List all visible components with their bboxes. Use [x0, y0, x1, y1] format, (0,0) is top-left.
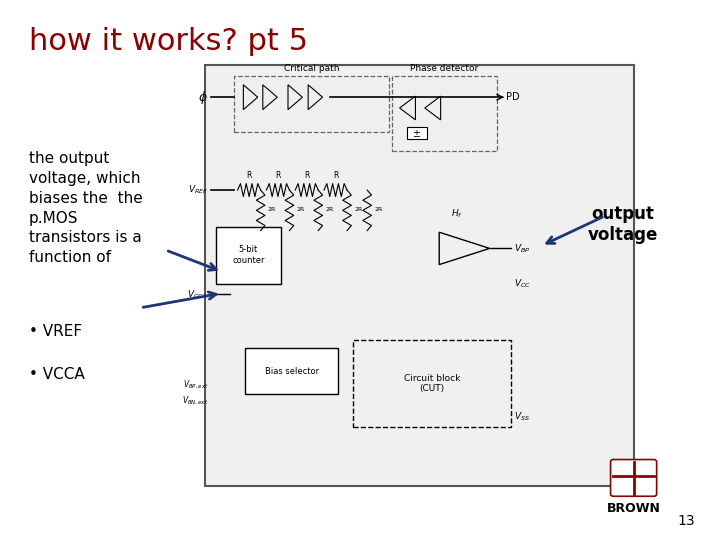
Text: 2R: 2R [325, 207, 333, 212]
Text: $\pm$: $\pm$ [413, 128, 421, 139]
Text: • VCCA: • VCCA [29, 367, 84, 382]
Text: output
voltage: output voltage [588, 205, 658, 244]
Text: R: R [333, 171, 338, 180]
Text: Critical path: Critical path [284, 64, 339, 73]
Text: 2R: 2R [354, 207, 362, 212]
Text: 2R: 2R [374, 207, 382, 212]
FancyBboxPatch shape [611, 460, 657, 496]
Text: $V_{CCA}$: $V_{CCA}$ [187, 288, 208, 301]
Text: $V_{BP,ext}$: $V_{BP,ext}$ [183, 379, 208, 390]
Text: 5-bit
counter: 5-bit counter [232, 246, 265, 265]
FancyBboxPatch shape [407, 127, 427, 139]
Text: $H_f$: $H_f$ [451, 207, 463, 219]
Text: BROWN: BROWN [607, 502, 660, 515]
FancyBboxPatch shape [234, 76, 389, 132]
Text: $\phi$: $\phi$ [198, 89, 208, 106]
Text: $V_{SS}$: $V_{SS}$ [514, 410, 530, 423]
Text: the output
voltage, which
biases the  the
p.MOS
transistors is a
function of: the output voltage, which biases the the… [29, 151, 143, 265]
Text: • VREF: • VREF [29, 324, 82, 339]
Text: how it works? pt 5: how it works? pt 5 [29, 27, 308, 56]
Text: 2R: 2R [297, 207, 305, 212]
FancyBboxPatch shape [205, 65, 634, 486]
Text: R: R [304, 171, 310, 180]
Text: $V_{REF}$: $V_{REF}$ [188, 184, 208, 197]
Text: 13: 13 [678, 514, 695, 528]
Text: Bias selector: Bias selector [264, 367, 319, 376]
FancyBboxPatch shape [392, 76, 497, 151]
Text: Circuit block
(CUT): Circuit block (CUT) [404, 374, 460, 393]
Text: PD: PD [506, 92, 520, 102]
Text: $V_{CC}$: $V_{CC}$ [514, 277, 531, 290]
Text: Phase detector: Phase detector [410, 64, 479, 73]
Text: $V_{BP}$: $V_{BP}$ [514, 242, 531, 255]
FancyBboxPatch shape [216, 227, 281, 284]
FancyBboxPatch shape [245, 348, 338, 394]
Text: R: R [275, 171, 281, 180]
Text: 2R: 2R [268, 207, 276, 212]
Text: R: R [246, 171, 252, 180]
Text: $V_{BN,ext}$: $V_{BN,ext}$ [181, 395, 208, 407]
